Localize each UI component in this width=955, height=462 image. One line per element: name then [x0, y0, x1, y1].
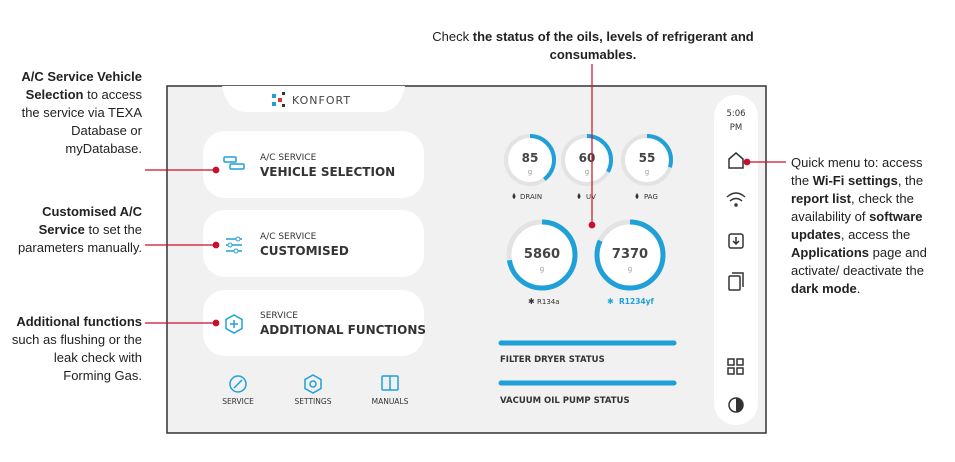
- note-bold: Wi-Fi settings: [812, 173, 898, 188]
- button-label: A/C SERVICE: [260, 232, 317, 242]
- menu-item[interactable]: MANUALS: [372, 375, 409, 406]
- logo-text: KONFORT: [292, 94, 351, 107]
- menu-label: SERVICE: [222, 397, 254, 406]
- note-text: Quick menu to: access the: [791, 155, 923, 188]
- svg-text:✱: ✱: [607, 297, 614, 306]
- callouts: [145, 64, 786, 327]
- home-icon[interactable]: [728, 152, 744, 169]
- note-text: , the: [897, 173, 924, 188]
- note-quick-menu: Quick menu to: access the Wi-Fi settings…: [791, 154, 931, 298]
- note-text: , check the availability of: [791, 191, 914, 224]
- note-bold: Customised A/C Service: [38, 204, 142, 237]
- note-bold: report list: [791, 191, 851, 206]
- time-period: PM: [730, 123, 742, 133]
- dark-mode-icon[interactable]: [728, 397, 744, 413]
- logo-tab: [222, 86, 405, 112]
- note-bold: Additional functions: [16, 314, 142, 329]
- menu-item[interactable]: SERVICE: [222, 375, 254, 406]
- note-customised: Customised A/C Service to set the parame…: [10, 203, 142, 257]
- button[interactable]: SERVICE ADDITIONAL FUNCTIONS: [203, 290, 426, 356]
- wifi-icon[interactable]: [726, 192, 746, 207]
- status-label: FILTER DRYER STATUS: [500, 355, 605, 365]
- note-text: .: [856, 281, 861, 296]
- gauge-value: 7370: [612, 247, 648, 262]
- update-icon[interactable]: [728, 233, 744, 249]
- sidebar: [714, 95, 758, 425]
- menu-label: MANUALS: [372, 397, 409, 406]
- menu-label: SETTINGS: [295, 397, 332, 406]
- button[interactable]: A/C SERVICE VEHICLE SELECTION: [203, 131, 424, 198]
- note-bold: software updates: [791, 209, 923, 242]
- gauge-label: DRAIN: [520, 193, 542, 201]
- button-label: A/C SERVICE: [260, 153, 317, 163]
- gauge-value: 85: [522, 151, 539, 165]
- button-label: SERVICE: [260, 311, 298, 321]
- report-icon[interactable]: [728, 272, 744, 291]
- gauge: 55 g PAG: [621, 134, 673, 201]
- gauge: 7370 g R1234yf ✱: [594, 219, 666, 306]
- gauge-label: R134a: [537, 298, 560, 306]
- gauge-unit: g: [540, 265, 544, 273]
- note-bold: Applications: [791, 245, 870, 260]
- gauge-unit: g: [585, 168, 589, 176]
- svg-text:✱: ✱: [528, 297, 535, 306]
- gauge-value: 60: [579, 151, 596, 165]
- note-text: page and activate/ deactivate the: [791, 245, 927, 278]
- button-title: ADDITIONAL FUNCTIONS: [260, 323, 426, 337]
- gauge-value: 55: [639, 151, 656, 165]
- note-bold: A/C Service Vehicle Selection: [21, 69, 142, 102]
- note-text: to access the service via TEXA Database …: [21, 87, 142, 156]
- gauge-unit: g: [528, 168, 532, 176]
- note-top: Check the status of the oils, levels of …: [410, 28, 776, 64]
- time: 5:06: [726, 109, 745, 119]
- note-text: such as flushing or the leak check with …: [11, 332, 142, 383]
- note-bold: the status of the oils, levels of refrig…: [472, 29, 754, 62]
- button-title: CUSTOMISED: [260, 244, 349, 258]
- gauge: 5860 g R134a ✱: [506, 219, 578, 306]
- gauge-unit: g: [645, 168, 649, 176]
- logo-icon: [272, 92, 285, 107]
- gauge: 85 g DRAIN: [504, 134, 556, 201]
- gauge-value: 5860: [524, 247, 560, 262]
- gauge-label: UV: [586, 193, 596, 201]
- gauge-label: PAG: [644, 193, 658, 201]
- button-title: VEHICLE SELECTION: [260, 165, 395, 179]
- note-text: Check: [432, 29, 470, 44]
- button[interactable]: A/C SERVICE CUSTOMISED: [203, 210, 424, 277]
- gauge-unit: g: [628, 265, 632, 273]
- note-text: , access the: [840, 227, 911, 242]
- gauge-label: R1234yf: [619, 297, 655, 306]
- note-vehicle: A/C Service Vehicle Selection to access …: [10, 68, 142, 158]
- gauge: 60 g UV: [561, 134, 613, 201]
- note-bold: dark mode: [791, 281, 857, 296]
- menu-item[interactable]: SETTINGS: [295, 374, 332, 406]
- note-additional: Additional functions such as flushing or…: [10, 313, 142, 385]
- apps-icon[interactable]: [727, 358, 744, 375]
- note-text: to set the parameters manually.: [17, 222, 142, 255]
- status-label: VACUUM OIL PUMP STATUS: [500, 396, 630, 406]
